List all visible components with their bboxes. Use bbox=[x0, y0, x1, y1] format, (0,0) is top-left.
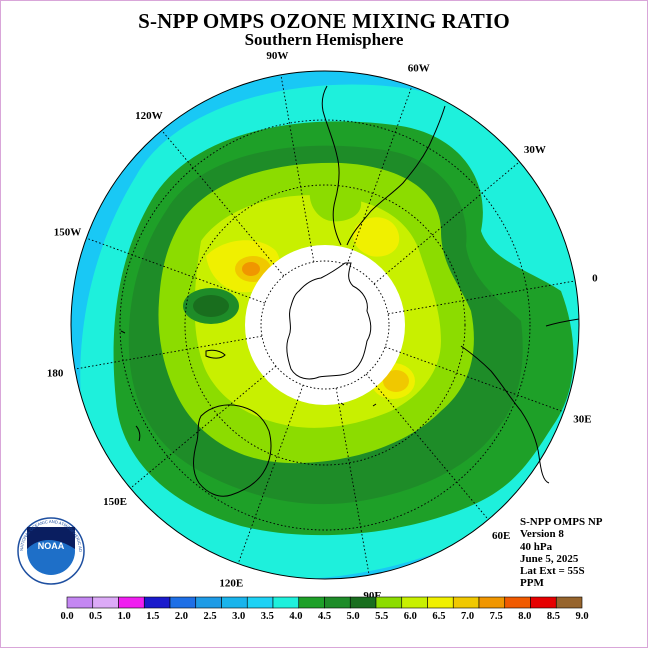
meridian-0 bbox=[387, 280, 576, 315]
colorbar-boxes bbox=[66, 596, 583, 609]
colorbar-swatch-15 bbox=[452, 596, 480, 609]
ozone-low-spot-core bbox=[193, 295, 229, 317]
graticule bbox=[74, 74, 576, 576]
colorbar-tick-label: 3.0 bbox=[232, 611, 245, 622]
longitude-label-0: 0 bbox=[592, 272, 598, 284]
map-boundary bbox=[70, 70, 580, 580]
meridian-60e bbox=[365, 373, 489, 520]
info-instrument: S-NPP OMPS NP bbox=[520, 516, 603, 528]
meridian-30e bbox=[384, 346, 564, 413]
islands bbox=[120, 330, 377, 407]
colorbar-tick-label: 2.5 bbox=[203, 611, 216, 622]
longitude-label-150w: 150W bbox=[54, 226, 82, 238]
colorbar-ticks: 0.0 0.5 1.0 1.5 2.0 2.5 3.0 3.5 4.0 4.5 5.0 5.5 6.0 6… bbox=[60, 611, 588, 622]
colorbar-swatch-4 bbox=[169, 596, 197, 609]
ozone-high-spot-west-peak bbox=[242, 262, 260, 276]
colorbar-swatch-12 bbox=[375, 596, 403, 609]
meridian-180 bbox=[74, 335, 263, 370]
page-title: S-NPP OMPS OZONE MIXING RATIO bbox=[138, 9, 510, 33]
colorbar-swatch-11 bbox=[349, 596, 377, 609]
latitude-circle-outer bbox=[119, 119, 531, 531]
info-pressure: 40 hPa bbox=[520, 540, 553, 553]
longitude-label-180: 180 bbox=[47, 368, 64, 380]
colorbar-tick-label: 3.5 bbox=[261, 611, 274, 622]
noaa-logo-bird-icon bbox=[27, 527, 75, 549]
colorbar-tick-label: 2.0 bbox=[175, 611, 188, 622]
meridian-60w bbox=[346, 86, 413, 266]
info-block: S-NPP OMPS NP Version 8 40 hPa June 5, 2… bbox=[520, 516, 603, 590]
meridian-120w bbox=[161, 130, 285, 277]
latitude-circle-inner bbox=[260, 260, 390, 390]
colorbar-tick-label: 5.5 bbox=[375, 611, 388, 622]
noaa-logo-text: NOAA bbox=[38, 541, 65, 551]
colorbar-swatch-2 bbox=[118, 596, 145, 609]
latitude-circle-mid bbox=[184, 184, 466, 466]
longitude-label-120w: 120W bbox=[135, 110, 163, 122]
noaa-logo: NOAA NATIONAL OCEANIC AND ATMOSPHERIC AD… bbox=[17, 517, 85, 585]
longitude-label-90w: 90W bbox=[266, 50, 288, 62]
australia-coast bbox=[193, 404, 272, 497]
info-units: PPM bbox=[520, 577, 544, 590]
colorbar-swatch-1 bbox=[92, 596, 119, 609]
colorbar-tick-label: 4.0 bbox=[289, 611, 302, 622]
colorbar-swatch-14 bbox=[427, 596, 454, 609]
longitude-label-60e: 60E bbox=[492, 530, 510, 542]
colorbar-tick-label: 0.0 bbox=[60, 611, 73, 622]
ozone-high-spot-north bbox=[353, 217, 400, 257]
longitude-label-30e: 30E bbox=[573, 414, 591, 426]
colorbar-swatch-3 bbox=[143, 596, 171, 609]
colorbar-tick-label: 0.5 bbox=[89, 611, 102, 622]
africa-coast bbox=[460, 318, 580, 484]
colorbar-swatch-9 bbox=[298, 596, 325, 609]
colorbar-swatch-6 bbox=[221, 596, 248, 609]
colorbar-swatch-8 bbox=[272, 596, 300, 609]
meridian-120e bbox=[237, 384, 304, 564]
meridian-90w bbox=[280, 74, 315, 263]
colorbar-tick-label: 8.5 bbox=[547, 611, 560, 622]
colorbar-swatch-17 bbox=[504, 596, 531, 609]
colorbar-swatch-0 bbox=[66, 596, 94, 609]
colorbar-swatch-19 bbox=[555, 596, 583, 609]
ozone-high-spot-east-core bbox=[383, 370, 409, 392]
info-date: June 5, 2025 bbox=[520, 552, 579, 565]
colorbar-tick-label: 5.0 bbox=[347, 611, 360, 622]
colorbar-tick-label: 9.0 bbox=[575, 611, 588, 622]
colorbar-tick-label: 7.0 bbox=[461, 611, 474, 622]
colorbar-swatch-10 bbox=[324, 596, 351, 609]
colorbar-tick-label: 8.0 bbox=[518, 611, 531, 622]
colorbar-swatch-7 bbox=[246, 596, 274, 609]
longitude-label-30w: 30W bbox=[524, 144, 546, 156]
coastlines bbox=[120, 85, 580, 497]
meridian-90e bbox=[335, 387, 370, 576]
colorbar-tick-label: 1.0 bbox=[118, 611, 131, 622]
meridian-30w bbox=[373, 161, 520, 285]
colorbar-tick-label: 6.5 bbox=[432, 611, 445, 622]
meridian-150w bbox=[86, 237, 266, 304]
colorbar-swatch-16 bbox=[478, 596, 506, 609]
colorbar-tick-label: 1.5 bbox=[146, 611, 159, 622]
page-subtitle: Southern Hemisphere bbox=[244, 30, 404, 49]
colorbar-swatch-18 bbox=[530, 596, 557, 609]
ozone-band-south-patch bbox=[365, 427, 397, 445]
longitude-label-120e: 120E bbox=[219, 577, 243, 589]
longitude-label-150e: 150E bbox=[103, 496, 127, 508]
colorbar-tick-label: 4.5 bbox=[318, 611, 331, 622]
colorbar-swatch-13 bbox=[401, 596, 428, 609]
new-zealand-coast bbox=[135, 349, 226, 442]
colorbar-tick-label: 7.5 bbox=[490, 611, 503, 622]
longitude-label-60w: 60W bbox=[408, 63, 430, 75]
south-america-coast bbox=[321, 85, 446, 246]
colorbar-tick-label: 6.0 bbox=[404, 611, 417, 622]
info-version: Version 8 bbox=[520, 528, 564, 541]
meridian-150e bbox=[130, 365, 277, 489]
info-lat-extent: Lat Ext = 55S bbox=[520, 565, 585, 578]
polar-night-cap bbox=[245, 245, 405, 405]
colorbar-swatch-5 bbox=[195, 596, 222, 609]
